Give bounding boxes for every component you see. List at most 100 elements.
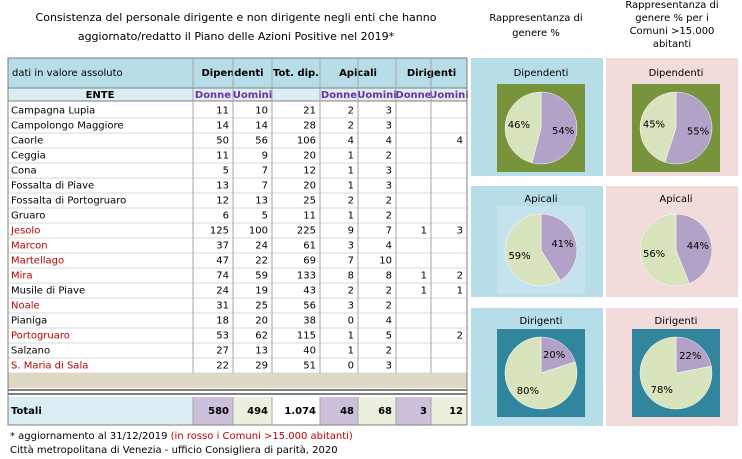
cell: 133	[297, 271, 316, 282]
municipality: Cona	[11, 166, 37, 177]
cell: 25	[303, 196, 316, 207]
slice-label: 55%	[687, 126, 709, 137]
cell: 18	[216, 316, 229, 327]
cell: 11	[303, 211, 316, 222]
cell: 5	[223, 166, 229, 177]
municipality: Marcon	[11, 241, 48, 252]
municipality: Portogruaro	[11, 331, 70, 342]
cell: 4	[386, 241, 392, 252]
total-cell-bg	[320, 397, 358, 425]
municipality: S. Maria di Sala	[11, 361, 88, 372]
cell: 125	[210, 226, 229, 237]
slice-label: 22%	[679, 351, 701, 362]
cell: 2	[386, 211, 392, 222]
cell: 19	[255, 286, 268, 297]
municipality: Campagna Lupia	[11, 106, 95, 117]
cell: 4	[348, 136, 354, 147]
cell: 3	[386, 106, 392, 117]
slice-label: 45%	[643, 120, 665, 131]
cell: 27	[216, 346, 229, 357]
header-bg	[7, 57, 468, 89]
pie-heading: genere % per i	[635, 13, 708, 24]
municipality: Noale	[11, 301, 40, 312]
pie-title: Dipendenti	[514, 68, 569, 79]
cell: 2	[386, 196, 392, 207]
pie-slice	[639, 336, 713, 410]
table-frame	[7, 57, 468, 426]
cell: 5	[262, 211, 268, 222]
cell: 4	[457, 136, 463, 147]
municipality: Gruaro	[11, 211, 45, 222]
header-cell: Donne	[321, 90, 357, 101]
cell: 7	[262, 166, 268, 177]
cell: 100	[249, 226, 268, 237]
cell: 4	[386, 136, 392, 147]
municipality: Fossalta di Piave	[11, 181, 94, 192]
cell: 40	[303, 346, 316, 357]
cell: 74	[216, 271, 229, 282]
cell: 8	[348, 271, 354, 282]
cell: 3	[386, 361, 392, 372]
cell: 47	[216, 256, 229, 267]
slice-label: 78%	[651, 385, 673, 396]
cell: 1	[348, 151, 354, 162]
cell: 43	[303, 286, 316, 297]
cell: 10	[255, 106, 268, 117]
pie-heading: genere %	[512, 28, 560, 39]
cell: 12	[216, 196, 229, 207]
cell: 1	[348, 346, 354, 357]
cell: 106	[297, 136, 316, 147]
pie-title: Dipendenti	[649, 68, 704, 79]
total-cell-bg	[233, 397, 272, 425]
cell: 51	[303, 361, 316, 372]
footnote: * aggiornamento al 31/12/2019 (in rosso …	[10, 431, 353, 442]
cell: 31	[216, 301, 229, 312]
municipality: Ceggia	[11, 151, 46, 162]
slice-label: 41%	[551, 239, 573, 250]
cell: 5	[386, 331, 392, 342]
cell: 3	[386, 121, 392, 132]
total-cell: 48	[340, 406, 354, 417]
header-cell: Uomini	[233, 90, 272, 101]
total-cell: 494	[247, 406, 268, 417]
cell: 2	[348, 121, 354, 132]
cell: 20	[303, 181, 316, 192]
pie-heading: abitanti	[653, 39, 691, 50]
total-label: Totali	[11, 406, 42, 417]
cell: 1	[348, 181, 354, 192]
cell: 2	[386, 151, 392, 162]
cell: 10	[379, 256, 392, 267]
pie-heading: Rappresentanza di	[489, 13, 582, 24]
cell: 69	[303, 256, 316, 267]
cell: 1	[421, 226, 427, 237]
total-cell: 12	[449, 406, 463, 417]
cell: 7	[348, 256, 354, 267]
slice-label: 56%	[643, 249, 665, 260]
cell: 13	[255, 196, 268, 207]
cell: 24	[216, 286, 229, 297]
pie-slice	[664, 91, 713, 165]
cell: 13	[216, 181, 229, 192]
total-cell: 68	[378, 406, 392, 417]
cell: 3	[348, 241, 354, 252]
cell: 2	[457, 331, 463, 342]
cell: 56	[303, 301, 316, 312]
cell: 0	[348, 316, 354, 327]
slice-label: 20%	[543, 350, 565, 361]
pie-slice	[639, 91, 677, 163]
municipality: Caorle	[11, 136, 43, 147]
cell: 38	[303, 316, 316, 327]
page-title: Consistenza del personale dirigente e no…	[36, 11, 437, 24]
pie-title: Dirigenti	[655, 316, 698, 327]
footnote-red: (in rosso i Comuni >15.000 abitanti)	[171, 431, 353, 442]
total-cell: 3	[420, 406, 427, 417]
cell: 8	[386, 271, 392, 282]
pie-title: Apicali	[659, 194, 692, 205]
cell: 13	[255, 346, 268, 357]
cell: 2	[348, 196, 354, 207]
cell: 7	[386, 226, 392, 237]
pie-heading: Comuni >15.000	[630, 26, 715, 37]
pie-title: Apicali	[524, 194, 557, 205]
header-cell: Donne	[195, 90, 231, 101]
total-cell-bg	[272, 397, 320, 425]
